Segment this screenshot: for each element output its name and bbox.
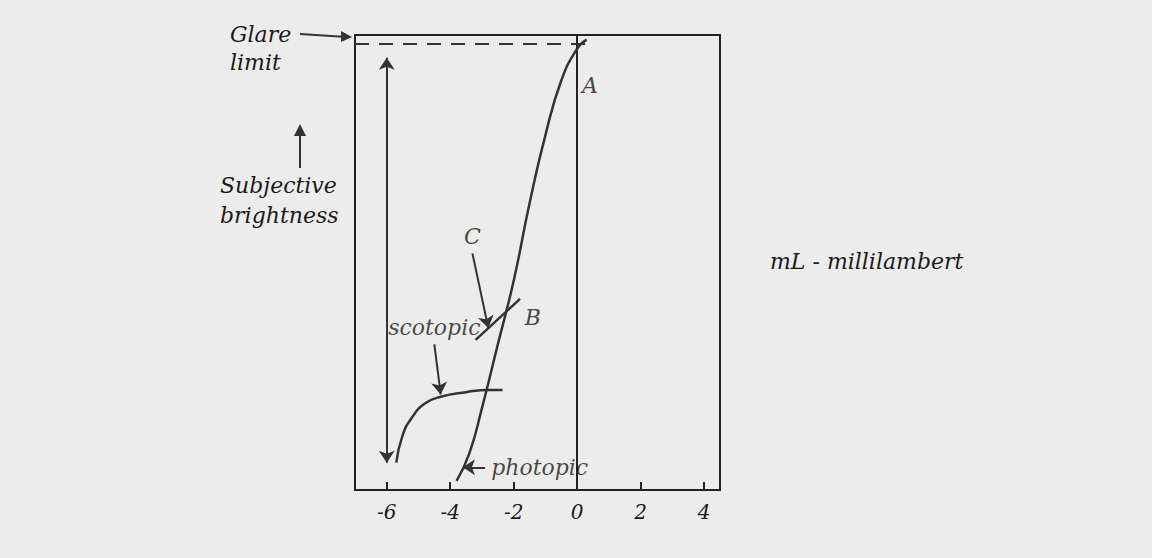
svg-text:limit: limit: [230, 50, 281, 75]
svg-text:-4: -4: [440, 500, 459, 524]
svg-text:Subjective: Subjective: [220, 173, 344, 198]
svg-text:Glare: Glare: [230, 22, 298, 47]
svg-text:4: 4: [697, 500, 711, 524]
svg-text:C: C: [464, 224, 481, 249]
svg-text:A: A: [580, 73, 598, 98]
svg-text:photopic: photopic: [491, 455, 588, 480]
svg-text:scotopic: scotopic: [388, 315, 480, 340]
svg-text:2: 2: [633, 500, 647, 524]
svg-text:B: B: [524, 305, 541, 330]
svg-text:-6: -6: [377, 500, 397, 524]
svg-text:-2: -2: [504, 500, 523, 524]
svg-text:0: 0: [571, 500, 584, 524]
svg-text:mL - millilambert: mL - millilambert: [770, 249, 964, 274]
svg-text:brightness: brightness: [220, 203, 339, 228]
